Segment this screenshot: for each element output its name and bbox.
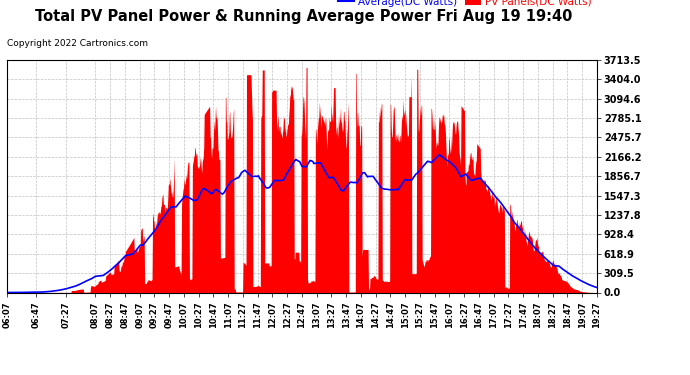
Text: Total PV Panel Power & Running Average Power Fri Aug 19 19:40: Total PV Panel Power & Running Average P… (35, 9, 572, 24)
Text: Copyright 2022 Cartronics.com: Copyright 2022 Cartronics.com (7, 39, 148, 48)
Legend: Average(DC Watts), PV Panels(DC Watts): Average(DC Watts), PV Panels(DC Watts) (338, 0, 591, 7)
